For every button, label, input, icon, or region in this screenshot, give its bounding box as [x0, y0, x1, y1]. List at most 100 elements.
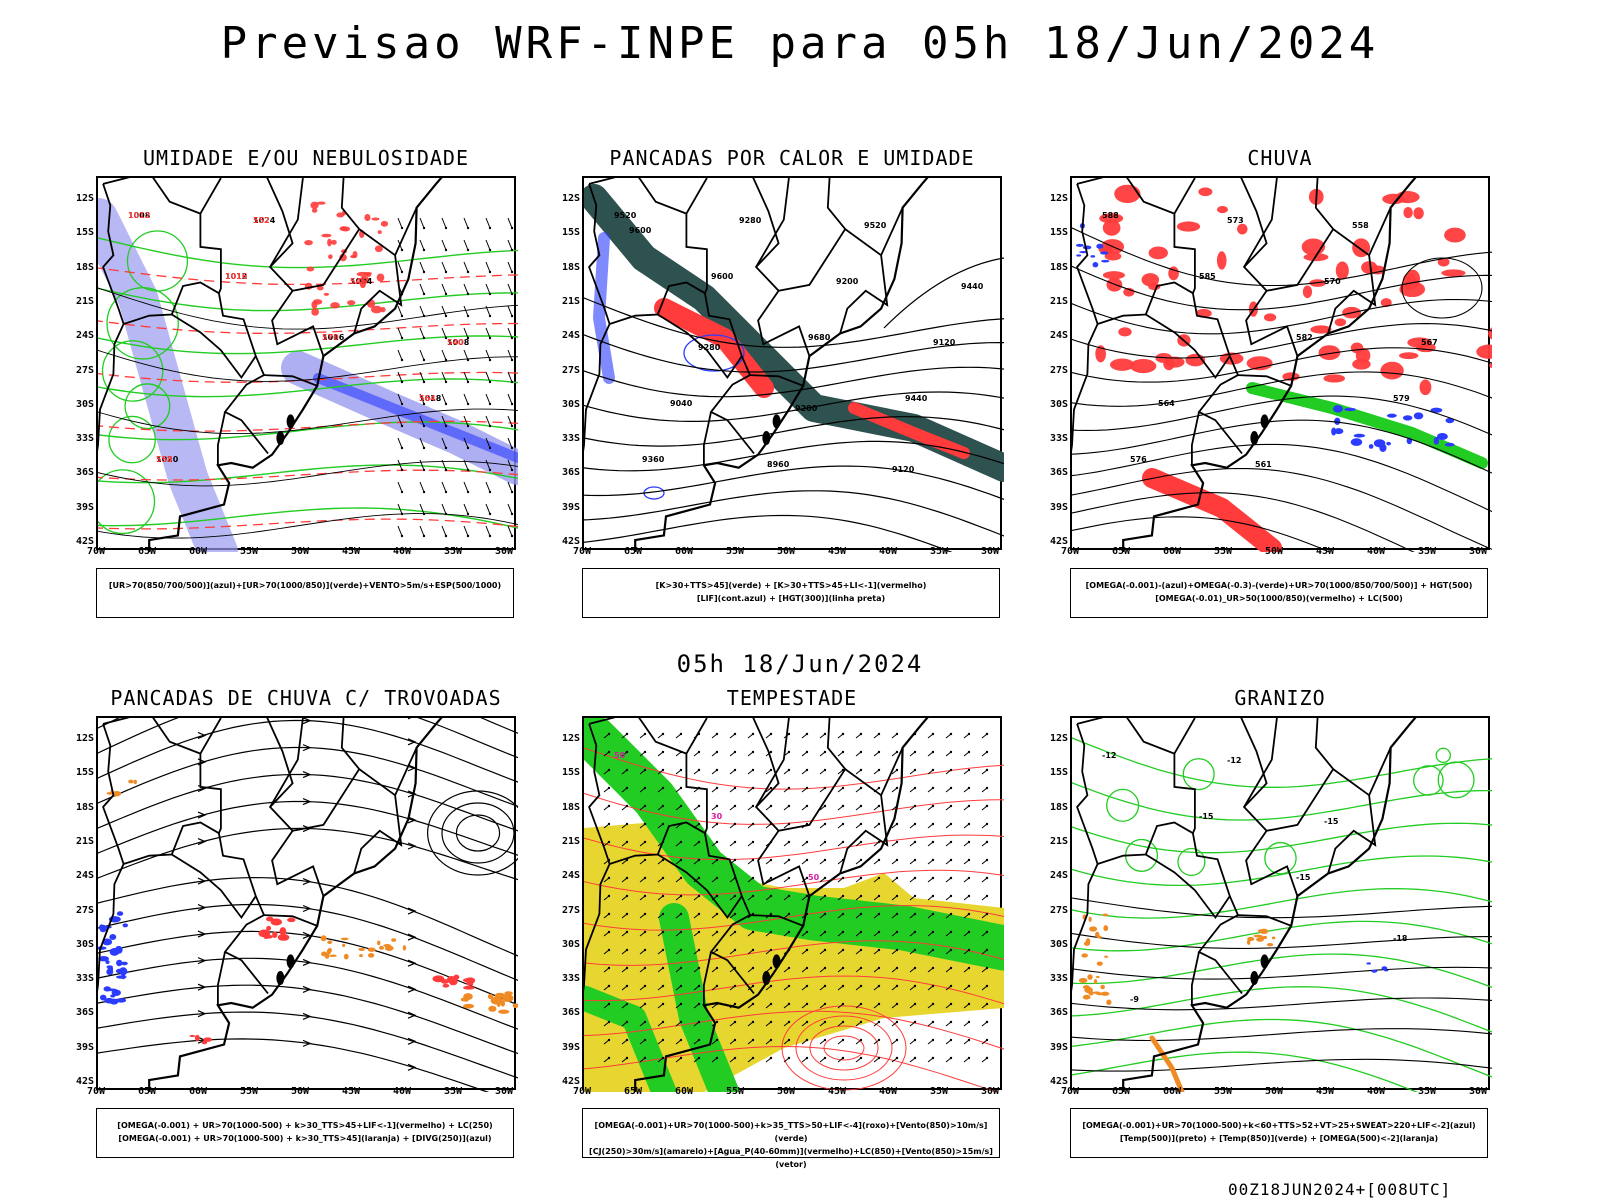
omega-0001-blue	[1082, 245, 1092, 250]
wind-vector-head	[466, 380, 470, 384]
latitude-label: 30S	[561, 938, 580, 950]
omega-ur-red	[1302, 285, 1313, 299]
wind850-vector-head	[625, 894, 629, 898]
wind850-vector-head	[661, 894, 665, 898]
lake	[1260, 414, 1269, 429]
map-frame: 9520 9600 9680 9440 9360 9280 9200 9120 9040 8960…	[582, 176, 1004, 552]
temp850-green	[1072, 1051, 1419, 1092]
kk-tts-orange	[463, 995, 470, 1002]
omega-0001-blue	[1444, 442, 1455, 447]
wind850-vector-head	[625, 1038, 629, 1042]
temp500-black	[1072, 1028, 1492, 1042]
wind850-vector-head	[967, 1020, 971, 1024]
wind850-vector-head	[715, 984, 719, 988]
divg250-blue	[116, 959, 123, 967]
hail-index-blue	[1371, 969, 1378, 973]
wind850-vector-head	[805, 858, 809, 862]
wind850-vector-head	[643, 930, 647, 934]
lc250-streamline	[98, 800, 518, 856]
wind850-vector-head	[985, 858, 989, 862]
wind850-vector-head	[931, 1038, 935, 1042]
wind850-vector-head	[661, 786, 665, 790]
wind850-vector-head	[877, 786, 881, 790]
contour-label: 576	[1130, 455, 1147, 464]
longitude-label: 60W	[674, 1086, 694, 1097]
wind850-vector-head	[877, 750, 881, 754]
wind850-vector-head	[715, 786, 719, 790]
lc250-streamline	[98, 718, 518, 759]
longitude-label: 70W	[572, 1086, 592, 1097]
wind-vector-head	[444, 292, 448, 296]
wind850-vector-head	[643, 768, 647, 772]
thickness-contour-red	[376, 273, 385, 282]
wind850-vector-head	[787, 804, 791, 808]
wind-vector-head	[466, 358, 470, 362]
wind-vector	[507, 217, 513, 229]
wind850-vector-head	[751, 1038, 755, 1042]
wind850-vector-head	[859, 804, 863, 808]
country-border	[271, 290, 325, 357]
wind-vector-head	[422, 292, 426, 296]
wind-vector	[441, 437, 447, 449]
omega500-orange	[1149, 1035, 1185, 1092]
omega-ur-red	[1246, 356, 1273, 371]
country-border	[1076, 183, 1099, 325]
temp850-green	[1072, 888, 1492, 919]
wind850-vector-head	[913, 804, 917, 808]
latitude-label: 39S	[561, 501, 580, 513]
wind-vector	[441, 393, 447, 405]
wind850-vector-head	[805, 1002, 809, 1006]
wind-vector-head	[444, 380, 448, 384]
lc250-streamline	[98, 1011, 518, 1079]
wind850-vector-head	[931, 912, 935, 916]
kk-tts-lif-red	[272, 931, 278, 938]
wind850-vector-head	[895, 948, 899, 952]
wind850-vector-head	[697, 822, 701, 826]
wind850-vector-head	[913, 858, 917, 862]
wind850-vector-head	[715, 750, 719, 754]
wind850-vector-head	[643, 1020, 647, 1024]
wind850-vector-head	[895, 930, 899, 934]
wind850-vector-head	[841, 840, 845, 844]
latitude-label: 18S	[75, 261, 94, 273]
wind850-vector-head	[841, 786, 845, 790]
longitude-label: 45W	[827, 546, 847, 557]
hgt300-contour	[584, 366, 1004, 398]
wind850-vector-head	[715, 1038, 719, 1042]
lc850-streamline-red	[823, 1035, 865, 1061]
omega500-orange	[1082, 985, 1090, 990]
legend-line: [LIF](cont.azul) + [HGT(300)](linha pret…	[696, 594, 886, 603]
wind-vector	[419, 525, 425, 537]
divg250-blue	[109, 933, 117, 940]
country-border	[839, 768, 889, 874]
wind850-vector-head	[967, 966, 971, 970]
wind850-vector-head	[931, 768, 935, 772]
wind850-vector-head	[661, 930, 665, 934]
contour-label: 9600	[711, 272, 734, 281]
hail-index-blue	[1383, 969, 1389, 972]
hgt500-contour	[1401, 257, 1483, 319]
coastline	[148, 178, 443, 552]
omega500-orange	[1106, 999, 1112, 1006]
wind850-vector-head	[859, 1020, 863, 1024]
wind-vector-head	[466, 424, 470, 428]
latitude-label: 24S	[1049, 330, 1068, 342]
lc850-streamline-red	[781, 1005, 907, 1091]
wind-vector	[485, 283, 491, 295]
wind850-vector-head	[661, 1020, 665, 1024]
lc250-streamline	[98, 876, 518, 957]
wind850-vector-head	[751, 1020, 755, 1024]
latitude-label: 33S	[561, 973, 580, 985]
hail-index-blue	[1381, 966, 1388, 971]
wind850-green	[659, 903, 739, 1092]
longitude-label: 65W	[623, 546, 643, 557]
wind850-vector-head	[751, 840, 755, 844]
lc850-streamline-red	[584, 1045, 999, 1092]
wind850-vector-head	[967, 1002, 971, 1006]
country-border	[588, 183, 611, 325]
country-border	[657, 853, 743, 920]
kk-tts-orange	[320, 935, 327, 942]
country-border	[757, 290, 811, 357]
wind850-vector-head	[643, 1056, 647, 1060]
legend-line: [OMEGA(-0.001)+UR>70(1000-500)+k>35_TTS>…	[594, 1121, 988, 1143]
